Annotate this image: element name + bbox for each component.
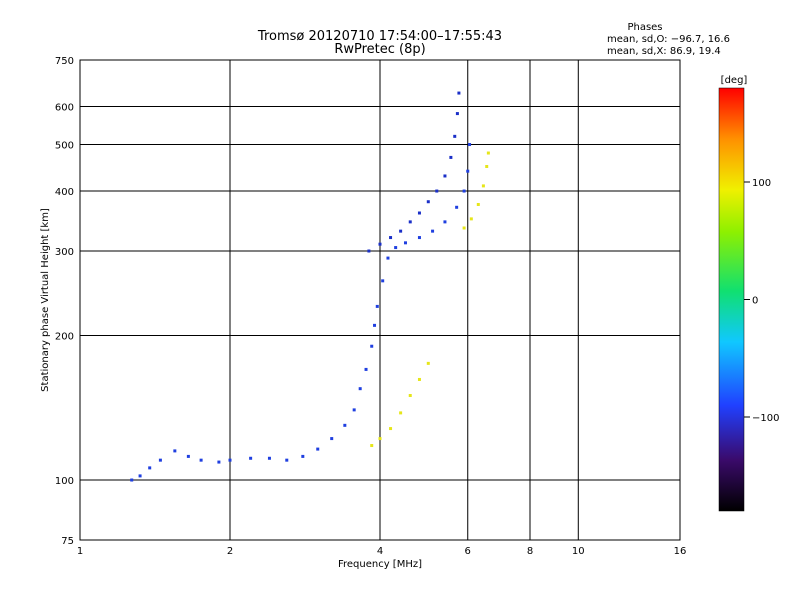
y-tick-label: 300 — [55, 247, 74, 258]
data-point — [408, 394, 412, 398]
data-point — [443, 220, 447, 224]
data-point — [403, 241, 407, 245]
y-tick-label: 100 — [55, 476, 74, 487]
y-tick-label: 400 — [55, 187, 74, 198]
x-axis-ticks: 1 2 4 6 8 10 16 — [77, 546, 687, 557]
data-point — [462, 226, 466, 230]
phase-stats-heading: Phases — [627, 22, 662, 33]
colorbar-ticks: 100 0 −100 — [744, 178, 779, 424]
data-point — [399, 229, 403, 233]
data-point — [466, 169, 470, 173]
data-point — [370, 344, 374, 348]
data-point — [378, 437, 382, 441]
x-tick-label: 8 — [527, 546, 533, 557]
data-point — [394, 246, 398, 250]
data-point — [267, 456, 271, 460]
data-point — [130, 478, 134, 482]
colorbar-tick-label: −100 — [752, 413, 779, 424]
data-point — [453, 134, 457, 138]
colorbar-tick-label: 100 — [752, 178, 771, 189]
data-point — [426, 361, 430, 365]
data-point — [386, 256, 390, 260]
data-point — [330, 437, 334, 441]
data-point — [373, 323, 377, 327]
data-point — [173, 449, 177, 453]
data-point — [443, 174, 447, 178]
data-point — [389, 236, 393, 240]
data-point — [285, 458, 289, 462]
data-point — [486, 151, 490, 155]
data-point — [370, 444, 374, 448]
colorbar-tick-label: 0 — [752, 296, 758, 307]
data-point — [343, 423, 347, 427]
x-tick-label: 16 — [674, 546, 687, 557]
data-point — [186, 454, 190, 458]
x-tick-label: 2 — [227, 546, 233, 557]
data-point — [468, 143, 472, 147]
data-point — [431, 229, 435, 233]
data-point — [462, 189, 466, 193]
data-point — [389, 427, 393, 431]
data-point — [228, 458, 232, 462]
colorbar — [718, 87, 745, 512]
data-point — [399, 411, 403, 415]
y-axis-ticks: 75 100 200 300 400 500 600 750 — [55, 56, 74, 547]
data-point — [138, 474, 142, 478]
chart-title: Tromsø 20120710 17:54:00–17:55:43 — [257, 29, 502, 44]
data-points — [130, 91, 490, 482]
data-point — [408, 220, 412, 224]
data-point — [301, 454, 305, 458]
data-point — [358, 387, 362, 391]
y-tick-label: 750 — [55, 56, 74, 67]
data-point — [249, 456, 253, 460]
data-point — [417, 377, 421, 381]
data-point — [457, 91, 461, 95]
colorbar-label: [deg] — [721, 75, 748, 86]
data-point — [449, 155, 453, 159]
data-point — [469, 217, 473, 221]
x-axis-label: Frequency [MHz] — [338, 559, 422, 570]
data-point — [148, 466, 152, 470]
data-point — [417, 236, 421, 240]
data-point — [217, 460, 221, 464]
data-point — [378, 242, 382, 246]
data-point — [199, 458, 203, 462]
data-point — [375, 304, 379, 308]
data-point — [426, 200, 430, 204]
phase-stats-x: mean, sd,X: 86.9, 19.4 — [607, 46, 721, 57]
y-tick-label: 75 — [61, 536, 74, 547]
data-point — [381, 279, 385, 283]
data-point — [352, 408, 356, 412]
data-point — [364, 367, 368, 371]
grid — [80, 60, 680, 540]
x-tick-label: 4 — [377, 546, 383, 557]
x-tick-label: 1 — [77, 546, 83, 557]
data-point — [367, 249, 371, 253]
data-point — [417, 211, 421, 215]
x-tick-label: 10 — [572, 546, 585, 557]
chart-subtitle: RwPretec (8p) — [334, 42, 425, 57]
x-tick-label: 6 — [465, 546, 471, 557]
data-point — [481, 184, 485, 188]
y-tick-label: 500 — [55, 141, 74, 152]
data-point — [455, 112, 459, 116]
y-tick-label: 200 — [55, 332, 74, 343]
data-point — [316, 447, 320, 451]
data-point — [476, 202, 480, 206]
data-point — [158, 458, 162, 462]
y-axis-label: Stationary phase Virtual Height [km] — [40, 208, 51, 392]
y-tick-label: 600 — [55, 103, 74, 114]
data-point — [485, 164, 489, 168]
phase-stats-o: mean, sd,O: −96.7, 16.6 — [607, 34, 730, 45]
data-point — [435, 189, 439, 193]
data-point — [455, 205, 459, 209]
